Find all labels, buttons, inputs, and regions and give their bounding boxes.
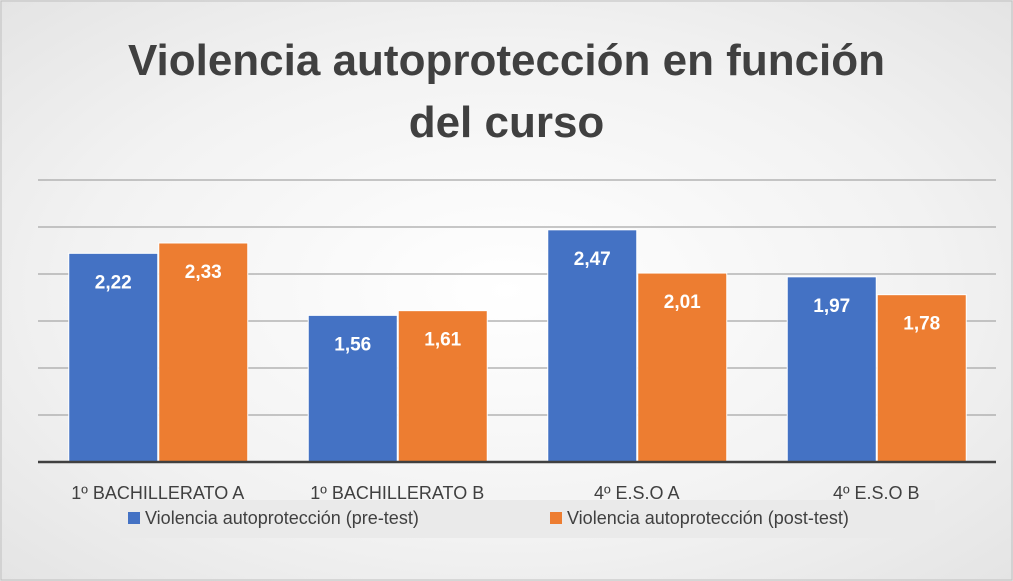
x-tick-label: 1º BACHILLERATO A xyxy=(71,483,244,503)
bar xyxy=(786,276,877,463)
bar xyxy=(397,310,488,463)
bar xyxy=(68,252,159,463)
data-label: 1,78 xyxy=(903,314,940,335)
bar xyxy=(876,294,967,463)
data-label: 1,56 xyxy=(334,334,371,355)
chart-title: Violencia autoprotección en función del … xyxy=(127,36,886,147)
data-label: 2,01 xyxy=(664,292,701,313)
legend-swatch xyxy=(128,512,140,524)
data-label: 2,22 xyxy=(95,272,132,293)
legend-label: Violencia autoprotección (pre-test) xyxy=(145,508,419,528)
legend-label: Violencia autoprotección (post-test) xyxy=(567,508,849,528)
x-tick-label: 4º E.S.O A xyxy=(594,483,680,503)
legend-box xyxy=(120,500,935,538)
bar xyxy=(307,314,398,463)
bar xyxy=(637,272,728,463)
data-label: 2,47 xyxy=(574,249,611,270)
data-label: 2,33 xyxy=(185,262,222,283)
data-label: 1,61 xyxy=(424,330,461,351)
x-tick-label: 4º E.S.O B xyxy=(833,483,920,503)
data-label: 1,97 xyxy=(813,296,850,317)
legend-swatch xyxy=(550,512,562,524)
x-tick-label: 1º BACHILLERATO B xyxy=(310,483,484,503)
